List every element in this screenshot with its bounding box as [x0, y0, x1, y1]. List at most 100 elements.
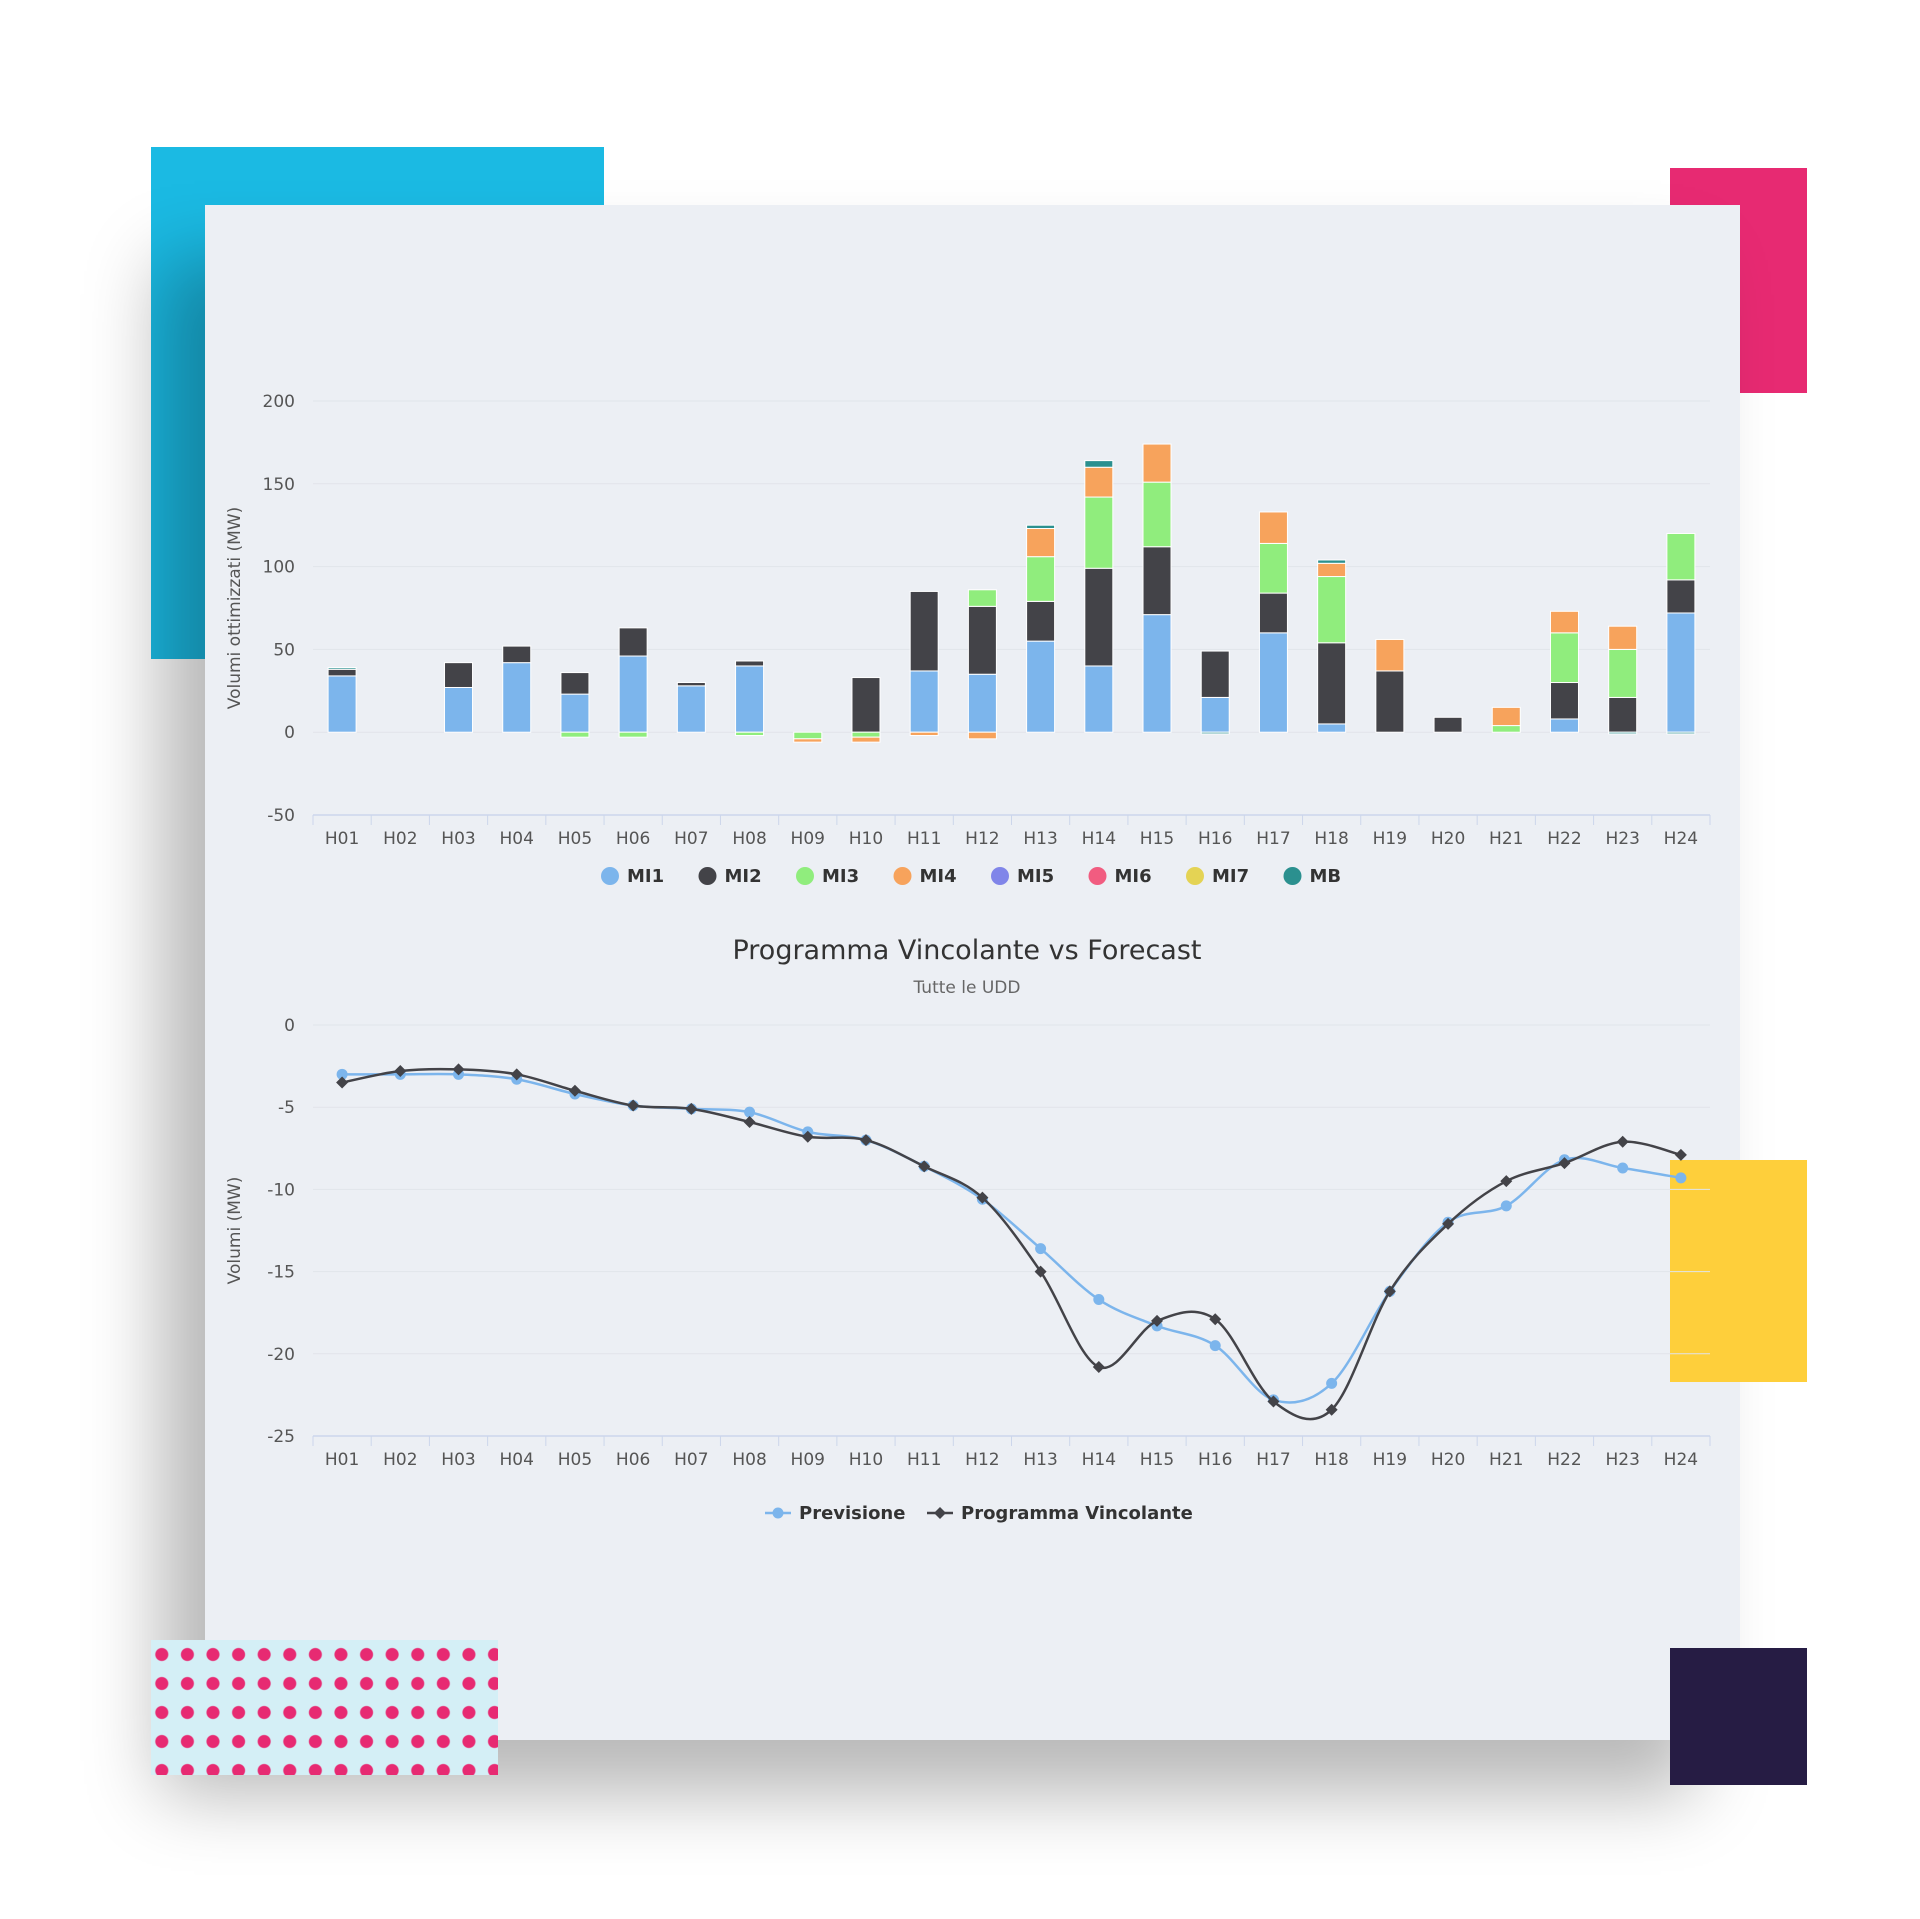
chart-title: Programma Vincolante vs Forecast: [732, 935, 1201, 966]
line-chart: Programma Vincolante vs Forecast Tutte le…: [225, 935, 1711, 1524]
bar-mi4-h22: [1549, 610, 1579, 634]
x-tick-label: H09: [791, 1450, 825, 1470]
x-tick-label: H16: [1198, 1450, 1232, 1470]
y-tick-label: -50: [267, 806, 295, 826]
point-programma-vincolante-h22: [1558, 1157, 1571, 1170]
y-tick-label: 200: [263, 392, 295, 412]
point-previsione-h08: [744, 1106, 756, 1118]
bar-mi4-h13: [1026, 528, 1056, 558]
x-tick-label: H14: [1082, 829, 1116, 849]
bar-mi3-h13: [1026, 556, 1056, 602]
x-tick-label: H21: [1489, 829, 1523, 849]
bar-mi2-h24: [1666, 579, 1696, 614]
point-programma-vincolante-h17: [1267, 1395, 1280, 1408]
bar-mi2-h19: [1375, 670, 1405, 733]
decor-navy-block: [1670, 1648, 1807, 1785]
bar-mb-h16: [1200, 731, 1230, 735]
point-previsione-h18: [1326, 1377, 1338, 1389]
point-previsione-h16: [1209, 1340, 1221, 1352]
y-tick-label: -25: [267, 1427, 295, 1447]
bar-mi4-h15: [1142, 443, 1172, 483]
x-tick-label: H13: [1023, 829, 1057, 849]
point-programma-vincolante-h10: [859, 1134, 872, 1147]
x-tick-label: H14: [1082, 1450, 1116, 1470]
legend-label-programma-vincolante: Programma Vincolante: [961, 1503, 1193, 1524]
x-tick-label: H24: [1664, 829, 1698, 849]
x-tick-label: H05: [558, 829, 592, 849]
x-tick-label: H16: [1198, 829, 1232, 849]
point-previsione-h14: [1093, 1294, 1105, 1306]
bar-mi1-h08: [735, 665, 765, 733]
bar-mi3-h12: [967, 589, 997, 607]
point-programma-vincolante-h19: [1383, 1285, 1396, 1298]
x-tick-label: H12: [965, 1450, 999, 1470]
x-tick-label: H08: [732, 1450, 766, 1470]
bar-mi1-h03: [444, 686, 474, 733]
x-tick-label: H22: [1547, 1450, 1581, 1470]
x-tick-label: H13: [1023, 1450, 1057, 1470]
legend-label-mb: MB: [1310, 866, 1342, 887]
y-tick-label: 50: [273, 640, 295, 660]
legend-label-previsione: Previsione: [799, 1503, 905, 1524]
bar-mi2-h22: [1549, 682, 1579, 720]
legend-marker-mb: [1283, 867, 1302, 885]
x-tick-label: H19: [1373, 1450, 1407, 1470]
y-tick-label: -5: [278, 1098, 295, 1118]
bar-mi2-h16: [1200, 650, 1230, 698]
bar-mi3-h18: [1317, 576, 1347, 644]
x-tick-label: H10: [849, 1450, 883, 1470]
bar-mi2-h17: [1258, 592, 1288, 634]
x-tick-label: H23: [1605, 829, 1639, 849]
x-tick-label: H06: [616, 829, 650, 849]
bar-mi3-h06: [618, 731, 648, 738]
x-tick-label: H17: [1256, 1450, 1290, 1470]
x-tick-label: H23: [1605, 1450, 1639, 1470]
bar-mi3-h09: [793, 731, 823, 740]
bar-mi2-h01: [327, 668, 357, 677]
bar-mi3-h05: [560, 731, 590, 738]
bar-mi2-h15: [1142, 546, 1172, 616]
x-tick-label: H11: [907, 829, 941, 849]
legend-marker-mi1: [601, 867, 619, 885]
legend-label-mi5: MI5: [1017, 866, 1054, 887]
point-programma-vincolante-h15: [1151, 1314, 1164, 1327]
bar-mi1-h17: [1258, 632, 1288, 733]
point-previsione-h01: [336, 1068, 348, 1080]
x-tick-label: H21: [1489, 1450, 1523, 1470]
y-tick-label: 0: [284, 723, 295, 743]
x-tick-label: H24: [1664, 1450, 1698, 1470]
y-tick-label: 150: [263, 475, 295, 495]
bar-mi1-h01: [327, 675, 357, 733]
bar-mi2-h12: [967, 605, 997, 675]
x-tick-label: H18: [1314, 829, 1348, 849]
line-previsione: [342, 1072, 1682, 1404]
x-tick-label: H10: [849, 829, 883, 849]
bar-mi3-h15: [1142, 481, 1172, 548]
legend-marker-mi3: [796, 867, 814, 885]
point-previsione-h24: [1675, 1172, 1687, 1184]
x-tick-label: H20: [1431, 829, 1465, 849]
bar-mi4-h23: [1608, 625, 1638, 650]
point-programma-vincolante-h06: [627, 1099, 640, 1112]
bar-mi2-h03: [444, 662, 474, 688]
bar-mb-h13: [1026, 524, 1056, 530]
point-previsione-h21: [1500, 1200, 1512, 1212]
point-programma-vincolante-h09: [801, 1130, 814, 1143]
bar-mi2-h13: [1026, 600, 1056, 642]
x-tick-label: H04: [500, 1450, 534, 1470]
point-programma-vincolante-h13: [1034, 1265, 1047, 1278]
x-tick-label: H22: [1547, 829, 1581, 849]
point-programma-vincolante-h01: [336, 1076, 349, 1089]
bar-mi3-h24: [1666, 532, 1696, 581]
y-tick-label: 0: [284, 1016, 295, 1036]
x-tick-label: H11: [907, 1450, 941, 1470]
line-programma-vincolante: [341, 1067, 1682, 1421]
bar-mi4-h12: [967, 731, 997, 740]
legend-label-mi4: MI4: [920, 866, 957, 887]
stacked-bar-chart: -50 0 50 100 150 200 H01 H02 H03 H04 H05 H06 H07 H08 H…: [225, 392, 1711, 887]
x-tick-label: H07: [674, 1450, 708, 1470]
legend-marker-mi6: [1088, 867, 1107, 885]
x-tick-label: H09: [791, 829, 825, 849]
legend-marker-mi2: [698, 867, 717, 885]
x-tick-label: H20: [1431, 1450, 1465, 1470]
